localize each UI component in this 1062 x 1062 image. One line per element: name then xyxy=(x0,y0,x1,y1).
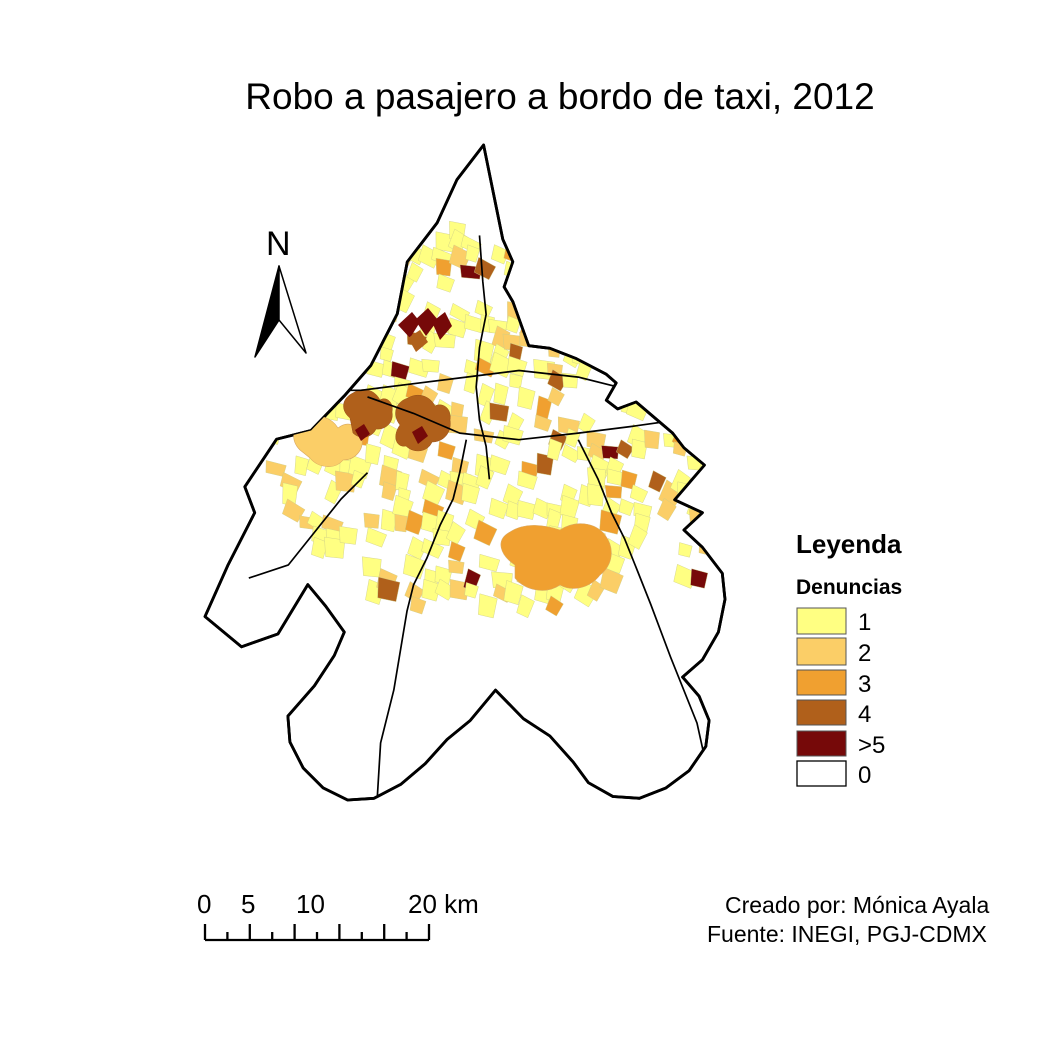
svg-text:20 km: 20 km xyxy=(408,889,479,919)
svg-text:>5: >5 xyxy=(858,732,885,759)
svg-text:2: 2 xyxy=(858,640,871,667)
svg-text:10: 10 xyxy=(296,889,325,919)
svg-text:Creado por: Mónica Ayala: Creado por: Mónica Ayala xyxy=(725,892,989,918)
svg-text:1: 1 xyxy=(858,609,871,636)
svg-text:0: 0 xyxy=(197,889,211,919)
svg-text:5: 5 xyxy=(241,889,255,919)
svg-text:4: 4 xyxy=(858,701,871,728)
svg-text:N: N xyxy=(266,225,291,263)
svg-text:3: 3 xyxy=(858,671,871,698)
svg-text:0: 0 xyxy=(858,762,871,789)
svg-text:Fuente: INEGI, PGJ-CDMX: Fuente: INEGI, PGJ-CDMX xyxy=(707,921,987,947)
svg-text:Leyenda: Leyenda xyxy=(796,529,902,559)
svg-text:Denuncias: Denuncias xyxy=(796,576,902,599)
